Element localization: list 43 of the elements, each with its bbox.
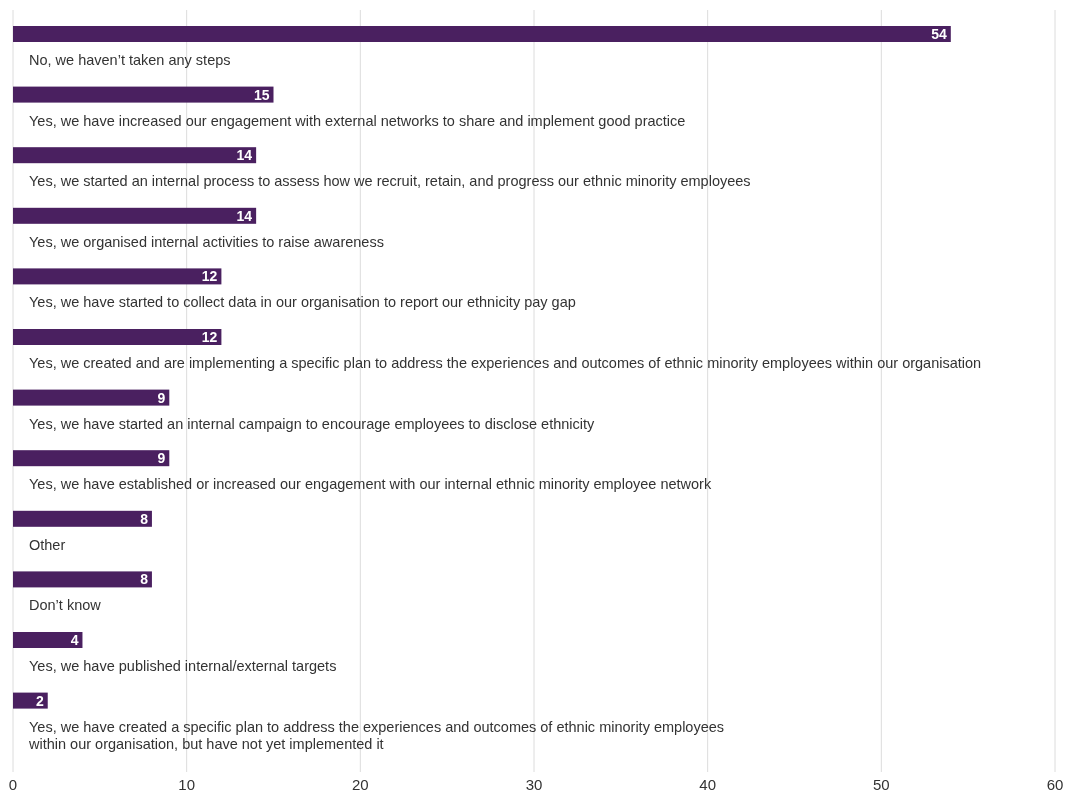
y-tick-label: Yes, we started an internal process to assess how we recruit, retain, and progress our ethnic minority employees	[29, 173, 751, 190]
data-label: 15	[253, 86, 270, 103]
x-tick-label: 60	[1046, 776, 1064, 793]
y-tick-label: Yes, we have published internal/external targets	[29, 658, 337, 674]
y-tick-label: Yes, we organised internal activities to raise awareness	[29, 233, 384, 250]
y-tick-label: Yes, we have started to collect data in our organisation to report our ethnicity pay gap	[29, 294, 576, 311]
bar	[13, 268, 222, 285]
data-label: 8	[140, 510, 149, 527]
bar	[13, 632, 83, 648]
bar	[13, 389, 170, 406]
y-tick-label: Yes, we created and are implementing a specific plan to address the experiences and outcomes of ethnic minority employees within our organisation	[29, 355, 982, 371]
bar	[13, 692, 48, 709]
bar	[13, 147, 257, 164]
data-label: 14	[236, 147, 253, 164]
bar	[13, 510, 152, 527]
data-label: 9	[157, 389, 166, 406]
data-label: 8	[140, 571, 149, 588]
data-label: 9	[157, 450, 166, 467]
bar	[13, 450, 170, 467]
x-tick-label: 10	[178, 776, 196, 793]
data-label: 2	[35, 692, 44, 709]
x-tick-label: 30	[525, 776, 543, 793]
bar	[13, 26, 951, 42]
x-tick-label: 20	[351, 776, 369, 793]
data-label: 12	[201, 268, 218, 285]
y-tick-label: Yes, we have started an internal campaign to encourage employees to disclose ethnicity	[29, 415, 596, 432]
data-label: 4	[70, 631, 79, 648]
data-label: 14	[236, 207, 253, 224]
y-tick-label: Don’t know	[29, 597, 102, 614]
bar	[13, 571, 152, 588]
y-tick-label: No, we haven’t taken any steps	[29, 52, 231, 68]
x-tick-label: 40	[699, 776, 717, 793]
y-tick-label: Yes, we have increased our engagement with external networks to share and implement good practice	[29, 112, 686, 129]
y-tick-label: Other	[29, 536, 66, 553]
bar	[13, 329, 222, 345]
data-label: 12	[201, 328, 218, 345]
x-tick-label: 0	[8, 776, 18, 793]
x-tick-label: 50	[872, 776, 890, 793]
y-tick-label: Yes, we have created a specific plan to address the experiences and outcomes of ethnic minority employees within our organisation, but have not yet implemented it	[28, 718, 725, 752]
y-tick-label: Yes, we have established or increased our engagement with our internal ethnic minority employee network	[29, 476, 712, 493]
data-label: 54	[931, 25, 948, 42]
bar	[13, 207, 257, 224]
bar	[13, 86, 274, 103]
